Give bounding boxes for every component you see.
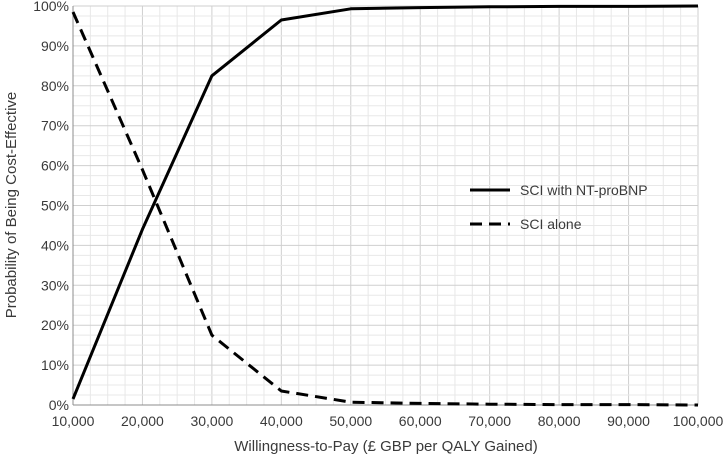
legend-label: SCI with NT-proBNP: [520, 182, 648, 198]
x-tick-label: 90,000: [607, 413, 650, 429]
x-tick-label: 80,000: [538, 413, 581, 429]
axes: [72, 6, 698, 406]
x-tick-label: 40,000: [260, 413, 303, 429]
y-tick-label: 0%: [49, 397, 69, 413]
y-tick-label: 10%: [41, 357, 69, 373]
y-tick-label: 80%: [41, 78, 69, 94]
series-line-sci-with-nt-probnp: [71, 4, 699, 400]
x-tick-label: 20,000: [121, 413, 164, 429]
x-tick-label: 10,000: [52, 413, 95, 429]
legend-label: SCI alone: [520, 216, 582, 232]
x-tick-label: 50,000: [329, 413, 372, 429]
x-tick-label: 60,000: [399, 413, 442, 429]
y-tick-label: 50%: [41, 198, 69, 214]
y-tick-label: 90%: [41, 38, 69, 54]
y-tick-label: 20%: [41, 317, 69, 333]
y-tick-label: 70%: [41, 118, 69, 134]
y-tick-label: 100%: [33, 0, 69, 14]
x-tick-labels: 10,000 20,000 30,000 40,000 50,000 60,000 70,0…: [52, 413, 724, 429]
series-lines: [71, 4, 699, 407]
y-tick-label: 30%: [41, 277, 69, 293]
x-tick-label: 30,000: [190, 413, 233, 429]
y-axis-title: Probability of Being Cost-Effective: [3, 92, 20, 319]
x-tick-label: 70,000: [468, 413, 511, 429]
gridlines: [72, 5, 699, 406]
x-tick-label: 100,000: [673, 413, 724, 429]
x-axis-title: Willingness-to-Pay (£ GBP per QALY Gaine…: [234, 438, 537, 455]
y-tick-label: 60%: [41, 158, 69, 174]
legend: SCI with NT-proBNP SCI alone: [470, 182, 648, 232]
y-tick-label: 40%: [41, 237, 69, 253]
y-tick-labels: 0% 10% 20% 30% 40% 50% 60% 70% 80% 90% 100%: [33, 0, 69, 413]
